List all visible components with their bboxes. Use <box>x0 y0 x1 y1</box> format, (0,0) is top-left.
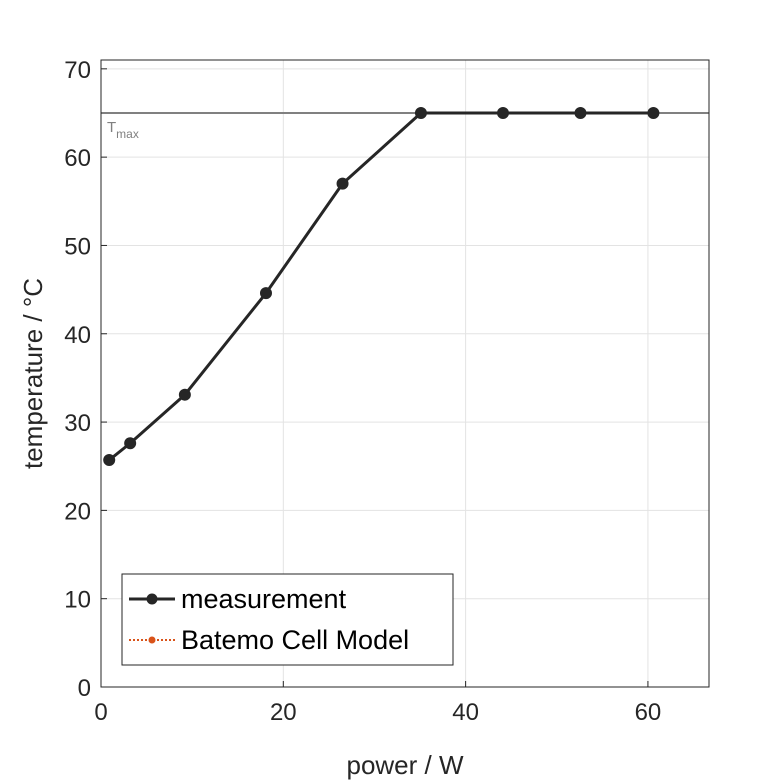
data-point <box>496 106 509 119</box>
data-point <box>647 106 660 119</box>
legend-marker-measurement <box>146 593 158 605</box>
x-tick-label-20: 20 <box>270 699 297 726</box>
y-tick-label-30: 30 <box>64 410 91 437</box>
y-tick-label-10: 10 <box>64 587 91 614</box>
y-tick-label-40: 40 <box>64 322 91 349</box>
data-point <box>414 106 427 119</box>
legend: measurement Batemo Cell Model <box>121 573 454 666</box>
reference-label-t-max: Tmax <box>107 119 139 141</box>
y-tick-label-60: 60 <box>64 145 91 172</box>
data-point <box>103 454 116 467</box>
legend-marker-batemo-cell-model <box>148 636 156 644</box>
x-tick-label-60: 60 <box>635 699 662 726</box>
grid <box>100 60 709 688</box>
data-point <box>259 287 272 300</box>
y-axis-ticks: 0 10 20 30 40 50 60 70 <box>64 57 107 702</box>
x-tick-label-0: 0 <box>94 699 107 726</box>
x-axis-ticks: 0 20 40 60 <box>94 681 661 726</box>
data-point <box>178 388 191 401</box>
legend-box <box>121 573 454 666</box>
y-axis-title: temperature / °C <box>18 278 48 469</box>
legend-label-measurement: measurement <box>181 584 347 614</box>
data-point <box>574 106 587 119</box>
data-point <box>124 437 137 450</box>
y-tick-label-50: 50 <box>64 233 91 260</box>
data-point <box>336 177 349 190</box>
y-tick-label-0: 0 <box>78 675 91 702</box>
series-layer <box>103 106 660 467</box>
plot-frame <box>100 59 710 688</box>
x-tick-label-40: 40 <box>452 699 479 726</box>
y-tick-label-20: 20 <box>64 498 91 525</box>
legend-label-batemo-cell-model: Batemo Cell Model <box>181 625 409 655</box>
x-axis-title: power / W <box>346 750 463 780</box>
y-tick-label-70: 70 <box>64 57 91 84</box>
